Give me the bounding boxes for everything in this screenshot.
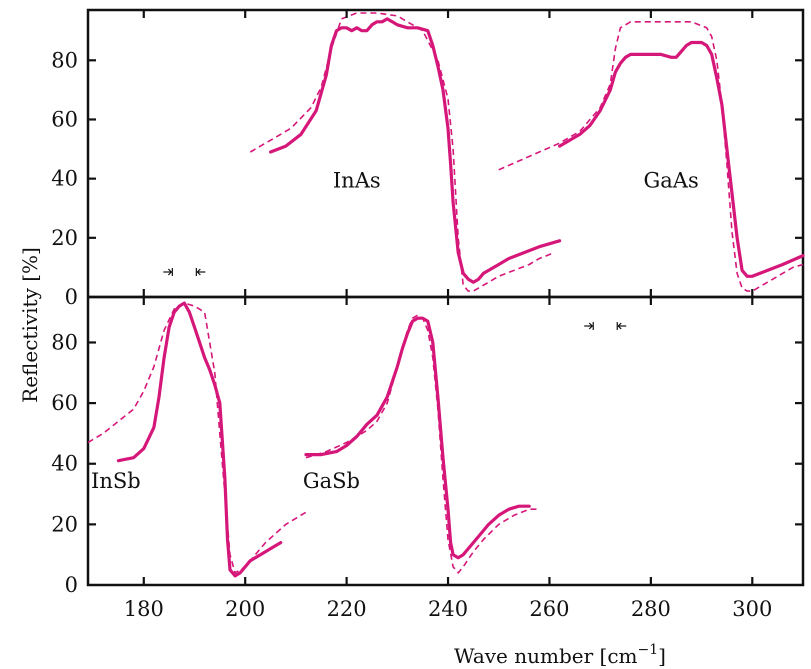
y-tick-label: 0 — [65, 285, 78, 309]
x-tick-label: 300 — [732, 597, 772, 621]
y-tick-label: 20 — [51, 512, 78, 536]
compound-label-inas: InAs — [333, 169, 381, 193]
x-axis-label: Wave number [cm−1] — [454, 642, 666, 668]
series-gaas-dashed — [498, 21, 804, 292]
y-tick-label: 60 — [51, 391, 78, 415]
panel-bottom: 0 20 40 60 80 InSb GaSb — [51, 301, 803, 597]
series-gasb-dashed — [305, 314, 540, 574]
series-inas-dashed — [249, 12, 555, 292]
y-tick-label: 40 — [51, 452, 78, 476]
y-tick-label: 80 — [51, 330, 78, 354]
compound-label-insb: InSb — [91, 469, 141, 493]
compound-label-gasb: GaSb — [303, 469, 360, 493]
x-axis-label-superscript: −1 — [638, 642, 659, 658]
x-tick-label: 220 — [327, 597, 367, 621]
x-tick-label: 180 — [124, 597, 164, 621]
x-tick-label: 280 — [631, 597, 671, 621]
x-tick-label: 200 — [225, 597, 265, 621]
series-insb-dashed — [87, 302, 307, 574]
y-tick-label: 80 — [51, 48, 78, 72]
series-inas-solid — [269, 17, 562, 284]
y-tick-label: 0 — [65, 573, 78, 597]
x-axis-label-main: Wave number [cm — [454, 644, 638, 668]
resolution-marker — [584, 322, 627, 330]
x-tick-label: 260 — [529, 597, 569, 621]
plot-frames — [86, 8, 805, 587]
y-tick-label: 60 — [51, 107, 78, 131]
resolution-marker — [163, 268, 206, 276]
x-tick-label: 240 — [428, 597, 468, 621]
y-tick-label: 40 — [51, 167, 78, 191]
y-tick-label: 20 — [51, 226, 78, 250]
series-insb-solid — [116, 301, 283, 578]
series-gasb-solid — [304, 316, 531, 560]
compound-label-gaas: GaAs — [644, 169, 699, 193]
panel-top: 0 20 40 60 80 InAs GaAs — [51, 12, 805, 309]
x-axis-ticks: 180 200 220 240 260 280 300 — [124, 10, 772, 621]
x-axis-label-close: ] — [658, 644, 666, 668]
y-axis-label: Reflectivity [%] — [18, 247, 42, 403]
series-gaas-solid — [558, 40, 805, 278]
